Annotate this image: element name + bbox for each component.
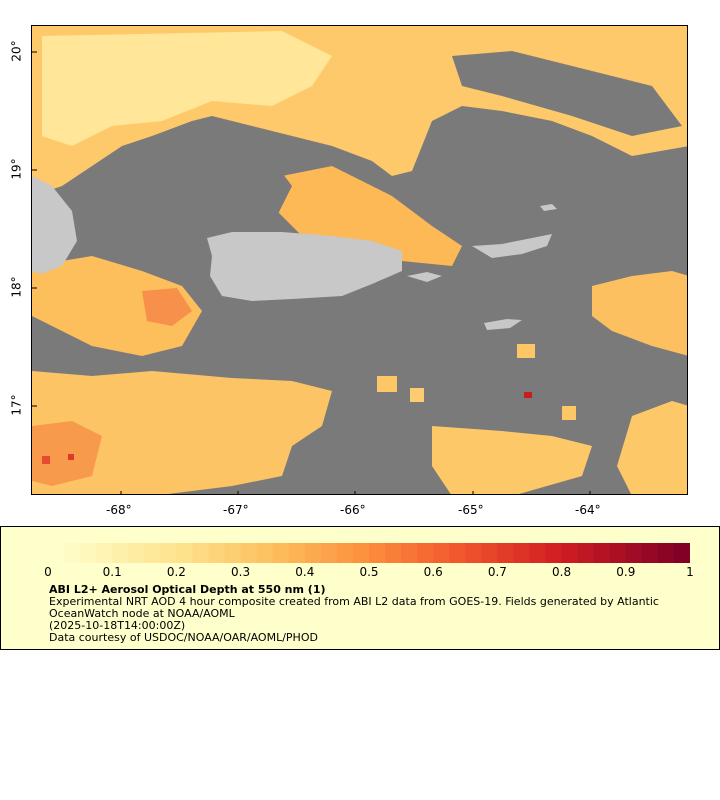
colorbar-segment — [176, 543, 193, 563]
aod-region-north-light — [42, 31, 332, 146]
colorbar-segment — [609, 543, 627, 563]
colorbar-segment — [657, 543, 675, 563]
colorbar-segment — [385, 543, 402, 563]
colorbar-segment — [288, 543, 306, 563]
colorbar-tick-label: 1 — [686, 565, 694, 579]
colorbar-segment — [96, 543, 113, 563]
land-st-croix — [484, 319, 522, 330]
colorbar-segment — [272, 543, 290, 563]
aod-region-southeast — [617, 401, 687, 494]
colorbar-segment — [449, 543, 466, 563]
lat-label-20: 20° — [9, 40, 24, 62]
colorbar-tick-label: 0.6 — [423, 565, 443, 579]
colorbar-segment — [529, 543, 547, 563]
land-hispaniola — [32, 176, 77, 274]
legend-panel: 0 0.1 0.2 0.3 0.4 0.5 0.6 0.7 0.8 0.9 1 ABI L2+ Ae… — [0, 526, 720, 650]
colorbar-segment — [545, 543, 563, 563]
land-vieques — [407, 272, 442, 282]
colorbar-segment — [433, 543, 450, 563]
aod-region-east — [592, 271, 687, 356]
colorbar-tick-label: 0.9 — [616, 565, 636, 579]
colorbar-tick-label: 0 — [44, 565, 52, 579]
colorbar-segment — [336, 543, 354, 563]
colorbar-segment — [160, 543, 177, 563]
colorbar-segment — [304, 543, 322, 563]
colorbar-segment — [48, 543, 65, 563]
aod-map[interactable] — [31, 25, 688, 495]
colorbar-segment — [497, 543, 514, 563]
aod-patch — [562, 406, 576, 420]
land-puerto-rico — [207, 232, 402, 301]
lat-label-17: 17° — [9, 394, 24, 416]
aod-high-pixel — [68, 454, 74, 460]
colorbar-segment — [64, 543, 81, 563]
legend-text: ABI L2+ Aerosol Optical Depth at 550 nm … — [49, 584, 689, 644]
colorbar-segment — [369, 543, 386, 563]
colorbar-segment — [481, 543, 498, 563]
no-data-gap-north — [452, 51, 682, 136]
aod-patch — [410, 388, 424, 402]
lat-label-18: 18° — [9, 276, 24, 298]
colorbar-tick-label: 0.8 — [552, 565, 572, 579]
aod-region-southwest-high — [32, 421, 102, 486]
colorbar-segment — [561, 543, 579, 563]
colorbar-segment — [80, 543, 97, 563]
colorbar-tick-label: 0.3 — [231, 565, 251, 579]
aod-region-southwest — [32, 371, 332, 494]
land-virgin-islands — [472, 234, 552, 258]
colorbar-segment — [593, 543, 611, 563]
colorbar-segment — [577, 543, 595, 563]
colorbar-segment — [320, 543, 338, 563]
colorbar-segment — [128, 543, 145, 563]
colorbar-tick-label: 0.4 — [295, 565, 315, 579]
no-data-gap-center — [102, 126, 292, 226]
colorbar-segment — [673, 543, 690, 563]
land-anegada — [540, 204, 557, 211]
colorbar-segment — [513, 543, 530, 563]
aod-region-west-high — [142, 288, 192, 326]
colorbar-segment — [256, 543, 274, 563]
aod-patch — [377, 376, 397, 392]
map-ticks — [32, 51, 591, 494]
colorbar-segment — [224, 543, 242, 563]
lon-label-66: -66° — [340, 503, 366, 517]
colorbar-segment — [240, 543, 258, 563]
lat-label-19: 19° — [9, 158, 24, 180]
legend-timestamp: (2025-10-18T14:00:00Z) — [49, 619, 186, 632]
colorbar-segment — [112, 543, 129, 563]
legend-credit: Data courtesy of USDOC/NOAA/OAR/AOML/PHO… — [49, 631, 318, 644]
colorbar-tick-label: 0.5 — [359, 565, 379, 579]
colorbar-segment — [144, 543, 161, 563]
aod-high-pixel — [524, 392, 532, 398]
colorbar-tick-label: 0.7 — [487, 565, 507, 579]
aod-high-pixel — [42, 456, 50, 464]
colorbar-segment — [352, 543, 370, 563]
aod-region-north-center — [277, 166, 462, 266]
lon-label-67: -67° — [223, 503, 249, 517]
legend-title: ABI L2+ Aerosol Optical Depth at 550 nm … — [49, 583, 326, 596]
aod-region-west — [32, 256, 202, 356]
lon-label-65: -65° — [458, 503, 484, 517]
aod-region-south-center — [432, 426, 592, 494]
colorbar-segment — [641, 543, 659, 563]
colorbar-segment — [417, 543, 434, 563]
colorbar-segment — [625, 543, 643, 563]
colorbar-tick-label: 0.1 — [102, 565, 122, 579]
aod-patch — [517, 344, 535, 358]
lon-label-64: -64° — [575, 503, 601, 517]
colorbar-segment — [208, 543, 226, 563]
colorbar-segment — [465, 543, 482, 563]
colorbar-segment — [192, 543, 209, 563]
colorbar-segment — [401, 543, 418, 563]
colorbar-tick-label: 0.2 — [166, 565, 186, 579]
lon-label-68: -68° — [106, 503, 132, 517]
legend-description: Experimental NRT AOD 4 hour composite cr… — [49, 595, 659, 620]
aod-map-canvas — [32, 26, 687, 494]
colorbar — [48, 543, 690, 563]
